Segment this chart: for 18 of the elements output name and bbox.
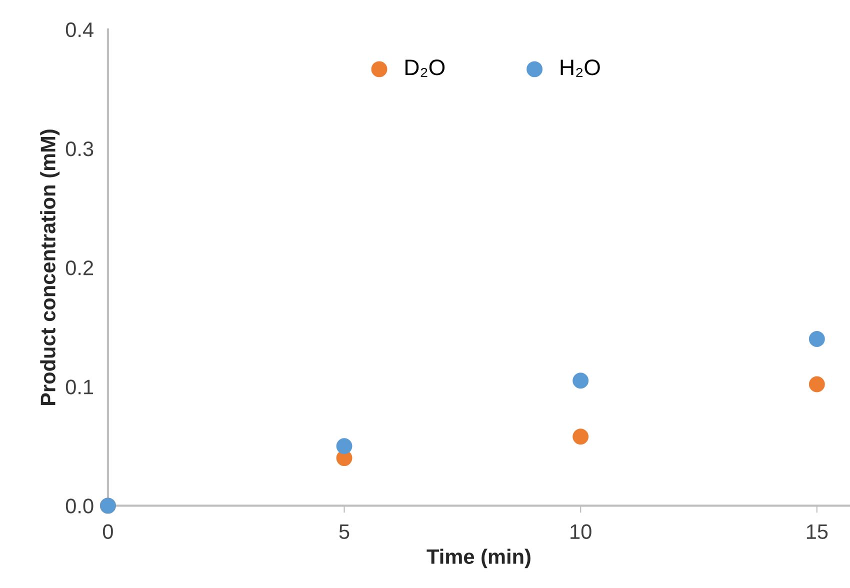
point bbox=[336, 438, 352, 454]
x-tick-label: 10 bbox=[570, 524, 592, 540]
y-tick-label: 0.0 bbox=[66, 498, 94, 514]
y-axis-title: Product concentration (mM) bbox=[40, 130, 60, 406]
y-tick-label: 0.2 bbox=[66, 260, 94, 276]
y-tick-label: 0.3 bbox=[66, 141, 94, 156]
legend-label: D₂O bbox=[406, 60, 445, 77]
point bbox=[808, 376, 825, 392]
x-axis-title: Time (min) bbox=[426, 548, 530, 568]
y-tick-label: 0.4 bbox=[66, 22, 94, 38]
point bbox=[572, 372, 589, 389]
point bbox=[572, 428, 589, 445]
x-tick-label: 0 bbox=[102, 524, 113, 540]
x-tick-label: 5 bbox=[339, 524, 350, 540]
legend-label: H₂O bbox=[560, 60, 600, 77]
x-tick-label: 15 bbox=[806, 524, 828, 540]
y-tick-label: 0.1 bbox=[66, 380, 94, 394]
point bbox=[808, 331, 825, 347]
